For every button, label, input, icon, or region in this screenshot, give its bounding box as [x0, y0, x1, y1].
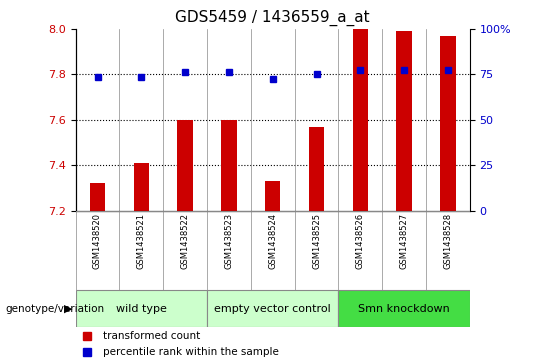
Text: percentile rank within the sample: percentile rank within the sample	[103, 347, 279, 357]
Text: GSM1438524: GSM1438524	[268, 213, 277, 269]
Text: ▶: ▶	[64, 303, 73, 314]
Bar	[396, 31, 412, 211]
Text: genotype/variation: genotype/variation	[5, 303, 105, 314]
Text: transformed count: transformed count	[103, 331, 200, 341]
Bar	[207, 290, 339, 327]
Text: GSM1438523: GSM1438523	[225, 213, 233, 269]
Text: Smn knockdown: Smn knockdown	[358, 303, 450, 314]
Text: GSM1438527: GSM1438527	[400, 213, 409, 269]
Text: GSM1438522: GSM1438522	[180, 213, 190, 269]
Text: GSM1438528: GSM1438528	[443, 213, 453, 269]
Bar	[178, 120, 193, 211]
Bar	[76, 290, 207, 327]
Text: GSM1438526: GSM1438526	[356, 213, 365, 269]
Title: GDS5459 / 1436559_a_at: GDS5459 / 1436559_a_at	[176, 10, 370, 26]
Text: GSM1438520: GSM1438520	[93, 213, 102, 269]
Bar	[265, 181, 280, 211]
Text: wild type: wild type	[116, 303, 167, 314]
Text: GSM1438521: GSM1438521	[137, 213, 146, 269]
Text: empty vector control: empty vector control	[214, 303, 331, 314]
Bar	[90, 183, 105, 211]
Bar	[440, 36, 456, 211]
Bar	[339, 290, 470, 327]
Bar	[309, 127, 324, 211]
Bar	[353, 29, 368, 211]
Text: GSM1438525: GSM1438525	[312, 213, 321, 269]
Bar	[221, 120, 237, 211]
Bar	[133, 163, 149, 211]
